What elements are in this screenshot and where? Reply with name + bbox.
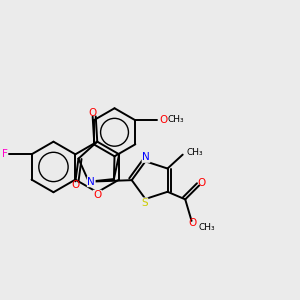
Text: O: O — [88, 108, 96, 118]
Text: F: F — [2, 149, 8, 159]
Text: CH₃: CH₃ — [186, 148, 203, 157]
Text: O: O — [71, 180, 80, 190]
Text: N: N — [142, 152, 150, 162]
Text: N: N — [87, 177, 95, 187]
Text: CH₃: CH₃ — [168, 116, 184, 124]
Text: O: O — [189, 218, 197, 228]
Text: O: O — [93, 190, 101, 200]
Text: S: S — [141, 198, 148, 208]
Text: O: O — [160, 115, 168, 125]
Text: O: O — [197, 178, 206, 188]
Text: CH₃: CH₃ — [199, 223, 215, 232]
